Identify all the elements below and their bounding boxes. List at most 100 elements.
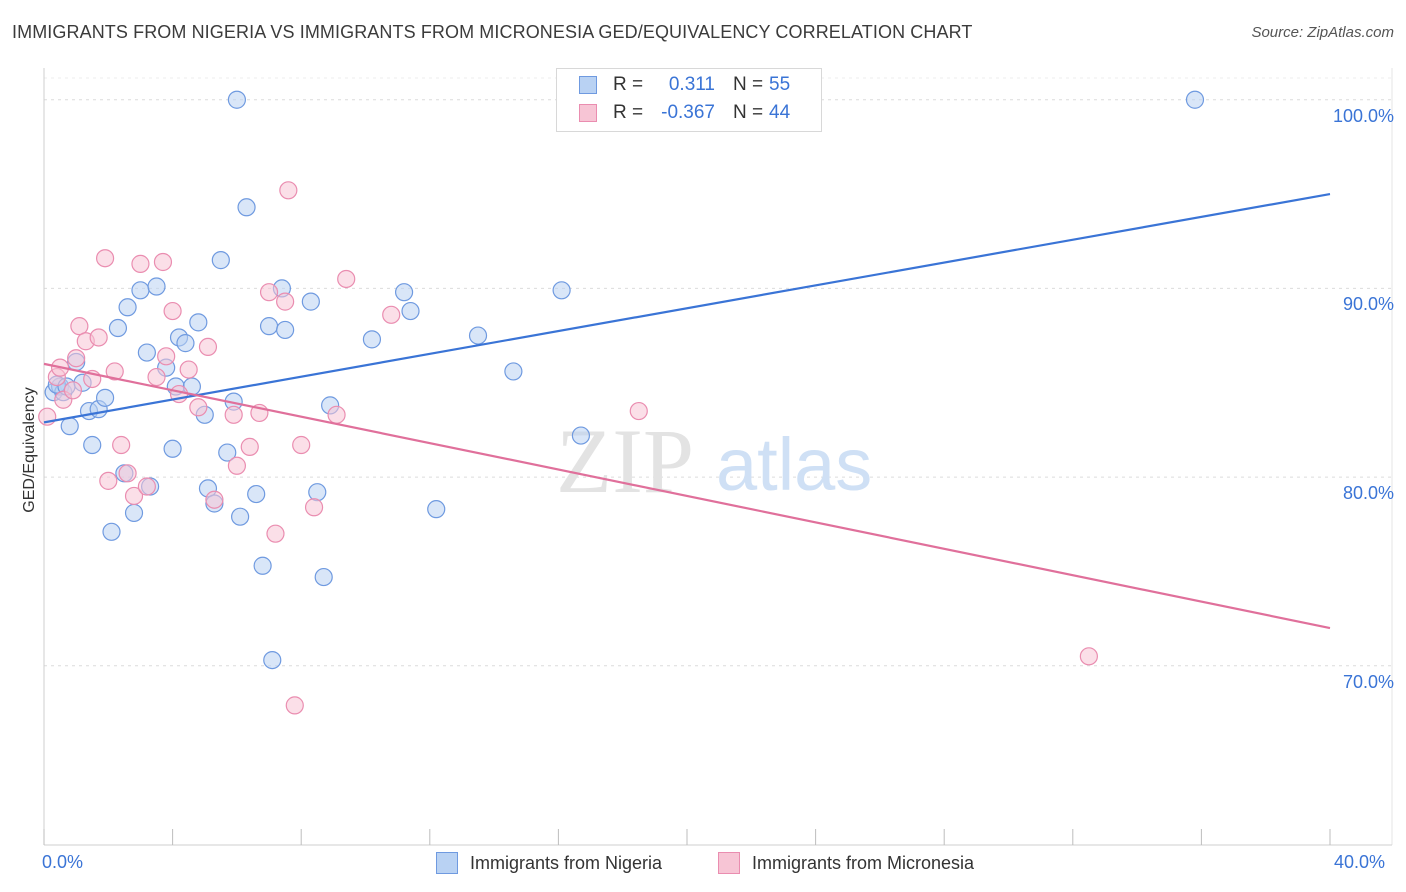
data-point	[259, 283, 279, 302]
data-point	[89, 328, 108, 347]
data-point	[308, 483, 327, 502]
data-point	[112, 435, 131, 455]
legend-n-value: 44	[769, 102, 791, 123]
data-point	[108, 318, 128, 338]
data-point	[382, 305, 401, 324]
data-point	[276, 320, 295, 340]
legend-r-value: 0.311	[668, 74, 715, 95]
data-point	[285, 696, 304, 715]
stats-legend: R = 0.311 N = 55 R = -0.367 N = 44	[556, 68, 822, 132]
data-point	[224, 405, 243, 424]
data-point	[211, 251, 230, 270]
data-point	[227, 90, 246, 109]
data-point	[279, 181, 298, 200]
data-point	[153, 252, 173, 272]
data-point	[253, 556, 272, 575]
data-points	[38, 90, 1205, 715]
data-point	[83, 435, 102, 455]
data-point	[504, 362, 523, 381]
legend-r-label: R =	[613, 74, 644, 95]
bottom-legend-swatch-micronesia	[718, 852, 740, 874]
data-point	[227, 456, 246, 475]
data-point	[147, 277, 166, 296]
watermark: ZIP atlas	[556, 410, 872, 512]
legend-row-nigeria: R = 0.311 N = 55	[557, 73, 821, 99]
data-point	[124, 503, 144, 523]
y-tick-label: 100.0%	[1332, 105, 1394, 126]
axes	[43, 68, 1393, 846]
data-point	[102, 522, 121, 541]
legend-swatch-micronesia	[579, 104, 597, 122]
data-point	[629, 401, 648, 421]
bottom-legend-micronesia[interactable]: Immigrants from Micronesia	[718, 852, 974, 874]
x-tick-label-min: 0.0%	[42, 852, 84, 872]
data-point	[95, 249, 115, 268]
watermark-atlas: atlas	[716, 423, 872, 506]
data-point	[99, 471, 118, 490]
bottom-legend-label-nigeria: Immigrants from Nigeria	[470, 853, 663, 873]
data-point	[237, 198, 256, 217]
data-point	[137, 477, 156, 496]
data-point	[163, 301, 182, 321]
data-point	[189, 313, 208, 332]
data-point	[198, 337, 218, 356]
data-point	[137, 343, 156, 362]
data-point	[157, 347, 176, 366]
y-tick-label: 70.0%	[1342, 671, 1394, 692]
trend-line-micronesia	[43, 362, 1331, 630]
chart-title: IMMIGRANTS FROM NIGERIA VS IMMIGRANTS FR…	[12, 22, 973, 42]
data-point	[1185, 90, 1205, 109]
watermark-zip: ZIP	[556, 410, 694, 512]
trend-line-nigeria	[43, 192, 1331, 424]
data-point	[60, 417, 79, 436]
data-point	[259, 317, 279, 336]
source-label: Source: ZipAtlas.com	[1251, 24, 1394, 41]
data-point	[394, 283, 414, 302]
legend-n-label: N =	[733, 74, 764, 95]
trend-lines	[43, 192, 1331, 630]
data-point	[218, 443, 237, 462]
bottom-legend-swatch-nigeria	[436, 852, 458, 874]
data-point	[401, 301, 420, 321]
data-point	[337, 269, 356, 289]
data-point	[67, 349, 86, 368]
data-point	[301, 292, 320, 311]
legend-row-micronesia: R = -0.367 N = 44	[557, 101, 821, 127]
data-point	[362, 330, 382, 349]
data-point	[147, 367, 166, 387]
legend-swatch-nigeria	[579, 76, 597, 94]
data-point	[276, 292, 295, 311]
data-point	[189, 398, 208, 417]
data-point	[124, 486, 144, 506]
data-point	[292, 435, 311, 455]
data-point	[231, 507, 250, 526]
data-point	[70, 317, 89, 336]
data-point	[163, 439, 182, 458]
data-point	[118, 298, 137, 317]
data-point	[427, 500, 446, 519]
legend-r-label: R =	[613, 102, 644, 123]
bottom-legend-label-micronesia: Immigrants from Micronesia	[752, 853, 975, 873]
series-nigeria-points	[44, 90, 1205, 670]
data-point	[131, 281, 150, 300]
data-point	[179, 360, 198, 379]
y-tick-label: 90.0%	[1342, 294, 1394, 315]
data-point	[105, 362, 124, 381]
data-point	[327, 405, 346, 424]
data-point	[571, 426, 591, 445]
data-point	[131, 254, 150, 273]
data-point	[266, 524, 285, 543]
data-point	[314, 567, 333, 587]
bottom-legend-nigeria[interactable]: Immigrants from Nigeria	[436, 852, 662, 874]
legend-n-label: N =	[733, 102, 764, 123]
data-point	[552, 281, 571, 300]
data-point	[205, 490, 224, 509]
legend-n-value: 55	[769, 74, 791, 95]
data-point	[176, 334, 195, 353]
data-point	[63, 381, 83, 400]
data-point	[247, 484, 266, 504]
data-point	[263, 650, 282, 670]
data-point	[118, 464, 137, 483]
y-tick-label: 80.0%	[1342, 483, 1394, 504]
